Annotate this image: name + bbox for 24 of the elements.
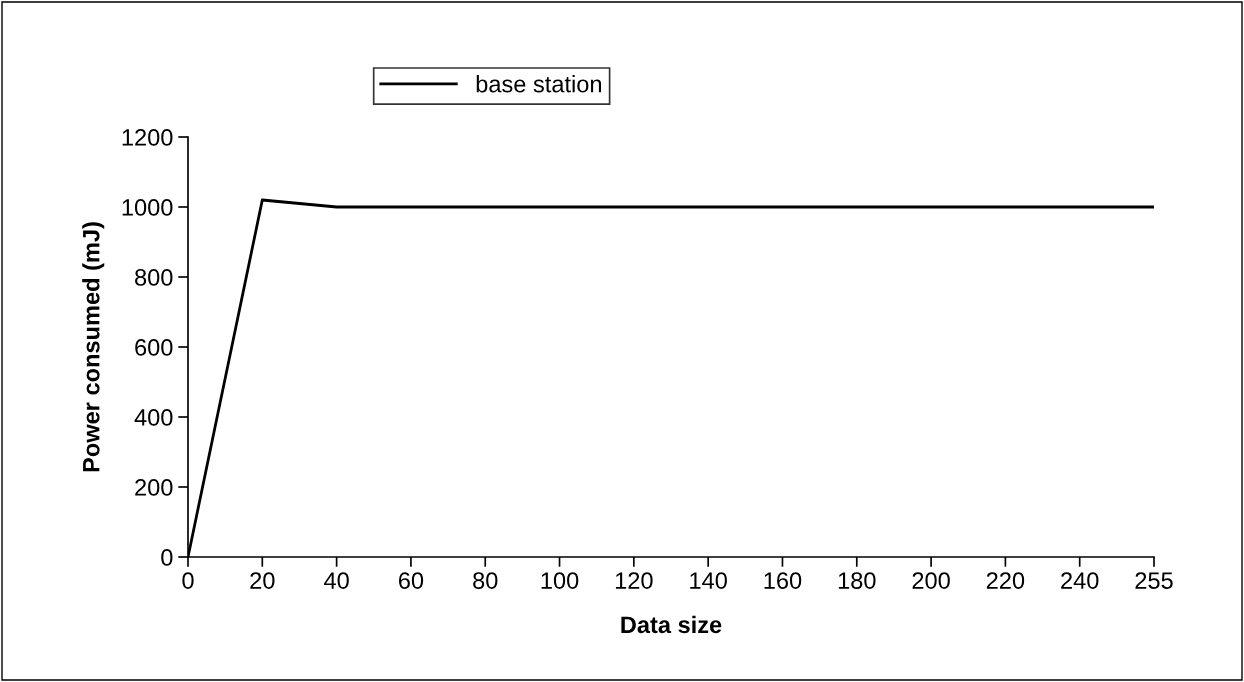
y-tick-label: 800 bbox=[135, 269, 173, 286]
legend-label: base station bbox=[476, 75, 602, 93]
x-tick-label: 100 bbox=[541, 572, 579, 589]
y-tick-label: 200 bbox=[135, 479, 173, 496]
x-tick-label: 220 bbox=[986, 572, 1025, 589]
y-tick-label: 400 bbox=[134, 409, 173, 426]
x-tick-label: 160 bbox=[764, 572, 802, 589]
x-tick-label: 200 bbox=[912, 572, 950, 589]
x-tick-label: 180 bbox=[838, 572, 876, 589]
y-tick-label: 600 bbox=[135, 339, 173, 356]
x-tick-label: 0 bbox=[182, 572, 194, 589]
x-tick-label: 240 bbox=[1061, 572, 1099, 589]
y-axis-title: Power consumed (mJ) bbox=[82, 222, 105, 472]
y-tick-label: 1000 bbox=[122, 199, 173, 216]
x-axis-title: Data size bbox=[621, 615, 722, 634]
x-tick-label: 80 bbox=[473, 572, 498, 589]
x-tick-label: 40 bbox=[324, 572, 349, 589]
x-tick-label: 140 bbox=[690, 572, 727, 589]
x-tick-label: 120 bbox=[615, 572, 653, 589]
x-tick-label: 60 bbox=[398, 572, 424, 589]
x-tick-label: 255 bbox=[1135, 572, 1173, 589]
y-tick-label: 1200 bbox=[122, 129, 173, 146]
y-tick-label: 0 bbox=[161, 549, 173, 566]
x-tick-label: 20 bbox=[250, 572, 275, 589]
